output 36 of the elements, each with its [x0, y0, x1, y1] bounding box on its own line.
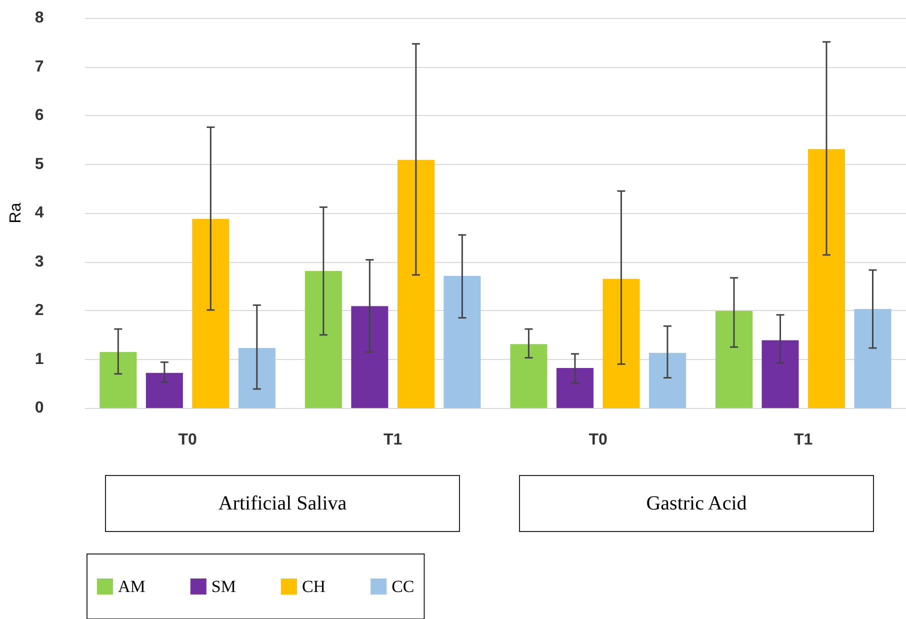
y-tick-label: 4 — [34, 204, 44, 222]
legend-label: SM — [211, 577, 236, 596]
x-tick-label: T1 — [794, 432, 813, 448]
legend-label: CC — [392, 577, 414, 596]
y-tick-label: 8 — [34, 10, 44, 26]
bar — [100, 352, 137, 408]
bar — [238, 348, 276, 408]
legend-label: CH — [302, 577, 326, 596]
x-tick-label: T1 — [383, 432, 402, 448]
bar — [648, 352, 686, 408]
bar — [304, 271, 342, 408]
x-tick-label: T0 — [178, 432, 197, 448]
bar — [715, 310, 752, 408]
bar — [556, 368, 594, 408]
bar — [510, 344, 548, 408]
bar — [146, 372, 183, 408]
y-tick-label: 2 — [34, 302, 44, 319]
bar — [192, 218, 230, 408]
bar — [808, 149, 845, 408]
y-tick-label: 6 — [34, 107, 44, 124]
text: Gastric Acid — [646, 492, 747, 514]
bar — [397, 160, 434, 408]
bar — [444, 276, 481, 408]
x-tick-label: T0 — [588, 432, 608, 448]
y-tick-label: 7 — [34, 58, 44, 76]
bar — [602, 278, 640, 408]
bar — [762, 340, 799, 408]
bar — [351, 306, 388, 408]
y-tick-label: 0 — [34, 400, 44, 416]
bar — [854, 309, 892, 408]
y-tick-label: 1 — [34, 350, 44, 368]
y-tick-label: 5 — [34, 156, 44, 173]
y-axis-title: Ra — [8, 202, 24, 224]
text: Artificial Saliva — [218, 492, 347, 514]
y-tick-label: 3 — [34, 253, 44, 270]
legend-label: AM — [118, 577, 146, 596]
